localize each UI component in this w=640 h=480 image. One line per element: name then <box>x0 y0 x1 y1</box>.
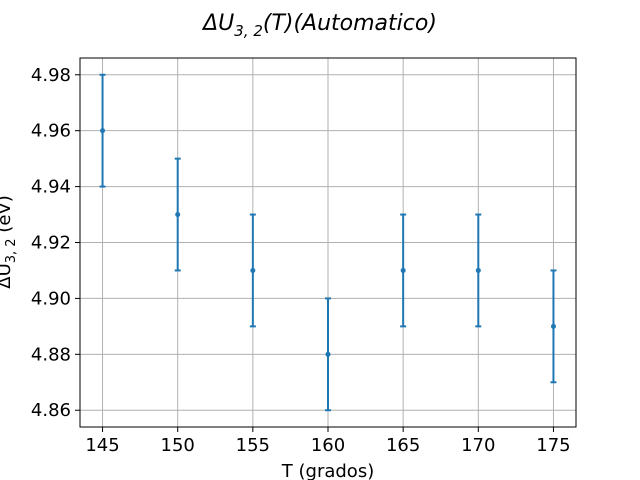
data-point <box>400 267 406 273</box>
chart-title-main: ΔU <box>201 11 234 36</box>
axis-ticks: 145 150 155 160 165 170 175 4.86 4.88 4.90 4.92 4.9… <box>31 65 571 456</box>
x-tick-label: 160 <box>311 435 345 456</box>
y-axis-label-main: ΔU <box>0 263 15 289</box>
y-axis-label-subscript: 3, 2 <box>4 238 19 263</box>
x-tick-label: 150 <box>161 435 195 456</box>
x-tick-label: 145 <box>85 435 119 456</box>
y-axis-label: ΔU3, 2 (eV) <box>0 195 19 288</box>
data-point <box>175 212 181 218</box>
y-tick-label: 4.90 <box>31 288 71 309</box>
data-marks <box>99 73 557 412</box>
x-tick-label: 165 <box>386 435 420 456</box>
data-point <box>550 323 556 329</box>
x-tick-label: 175 <box>536 435 570 456</box>
y-tick-label: 4.86 <box>31 400 71 421</box>
data-point <box>100 128 106 134</box>
data-point <box>325 351 331 357</box>
x-tick-label: 170 <box>461 435 495 456</box>
data-point <box>475 267 481 273</box>
x-tick-label: 155 <box>236 435 270 456</box>
x-axis-label: T (grados) <box>281 461 374 480</box>
data-point <box>250 267 256 273</box>
chart-title-rest: (T)(Automatico) <box>263 11 437 36</box>
y-tick-label: 4.88 <box>31 344 71 365</box>
y-tick-label: 4.98 <box>31 65 71 86</box>
chart-title: ΔU3, 2(T)(Automatico) <box>201 11 437 40</box>
y-tick-label: 4.94 <box>31 177 71 198</box>
y-axis-label-rest: (eV) <box>0 195 15 238</box>
chart-title-subscript: 3, 2 <box>234 22 263 40</box>
y-tick-label: 4.96 <box>31 121 71 142</box>
y-tick-label: 4.92 <box>31 233 71 254</box>
